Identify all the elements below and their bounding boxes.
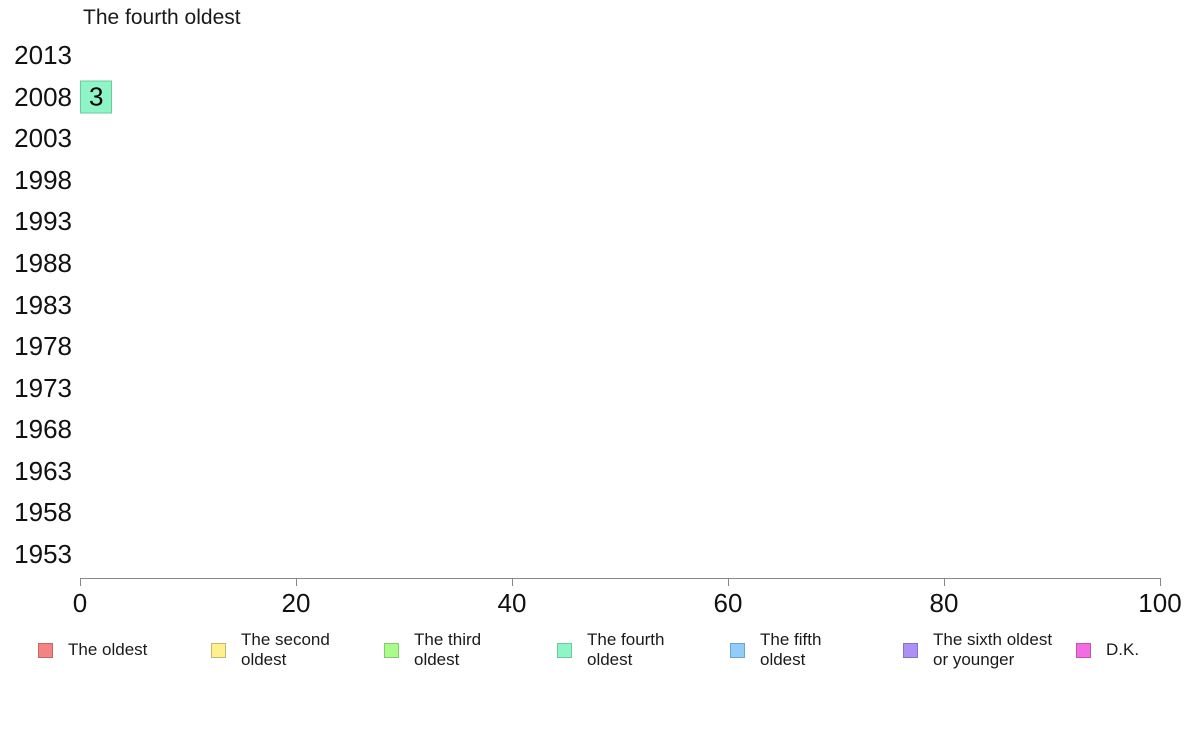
- x-axis-tick: [512, 578, 513, 586]
- bar-area: [80, 243, 1188, 285]
- chart-row: 1968: [0, 409, 1188, 451]
- legend-label: The fifth oldest: [760, 630, 822, 669]
- bar-area: [80, 492, 1188, 534]
- bar-area: [80, 409, 1188, 451]
- chart-row: 1988: [0, 243, 1188, 285]
- y-axis-label: 2008: [14, 81, 72, 112]
- bar-area: 3: [80, 77, 1188, 119]
- chart-row: 2003: [0, 118, 1188, 160]
- legend-label: The third oldest: [414, 630, 482, 669]
- chart-row: 1958: [0, 492, 1188, 534]
- chart-row: 1953: [0, 534, 1188, 576]
- legend-label: The fourth oldest: [587, 630, 665, 669]
- y-axis-label: 1958: [14, 497, 72, 528]
- legend-swatch: [1076, 642, 1091, 658]
- legend-swatch: [384, 642, 399, 658]
- x-axis-tick-label: 20: [281, 588, 311, 618]
- chart-row: 2013: [0, 35, 1188, 77]
- bar-area: [80, 201, 1188, 243]
- bar-area: [80, 326, 1188, 368]
- bar-area: [80, 450, 1188, 492]
- legend-swatch: [211, 642, 226, 658]
- legend-item-the-second-oldest[interactable]: The second oldest: [211, 630, 330, 670]
- legend-item-the-third-oldest[interactable]: The third oldest: [384, 630, 481, 670]
- bar-area: [80, 367, 1188, 409]
- legend-item-the-fourth-oldest[interactable]: The fourth oldest: [557, 630, 665, 670]
- x-axis-tick-label: 60: [713, 588, 743, 618]
- legend-item-d-k-[interactable]: D.K.: [1076, 630, 1139, 670]
- x-axis-tick-label: 0: [72, 588, 88, 618]
- legend-item-the-oldest[interactable]: The oldest: [38, 630, 147, 670]
- x-axis-tick-label: 100: [1138, 588, 1182, 618]
- y-axis-label: 1983: [14, 289, 72, 320]
- legend: The oldest The second oldest The third old…: [0, 630, 1188, 676]
- y-axis-label: 1993: [14, 206, 72, 237]
- bar-area: [80, 534, 1188, 576]
- legend-swatch: [730, 642, 745, 658]
- x-axis-tick-label: 40: [497, 588, 527, 618]
- bar-value-label: 3: [88, 81, 104, 112]
- y-axis-label: 1978: [14, 331, 72, 362]
- y-axis-label: 2003: [14, 123, 72, 154]
- y-axis-label: 1973: [14, 372, 72, 403]
- legend-swatch: [903, 642, 918, 658]
- chart-row: 1993: [0, 201, 1188, 243]
- legend-label: The sixth oldest or younger: [933, 630, 1053, 669]
- bar-area: [80, 160, 1188, 202]
- x-axis-tick: [80, 578, 81, 586]
- y-axis-label: 1988: [14, 248, 72, 278]
- y-axis-label: 1998: [14, 164, 72, 195]
- legend-item-the-fifth-oldest[interactable]: The fifth oldest: [730, 630, 821, 670]
- y-axis-label: 1963: [14, 455, 72, 486]
- x-axis-line: [80, 578, 1161, 579]
- bar-2008[interactable]: 3: [80, 80, 113, 114]
- legend-item-the-sixth-oldest-or-younger[interactable]: The sixth oldest or younger: [903, 630, 1052, 670]
- x-axis-tick: [728, 578, 729, 586]
- legend-swatch: [557, 642, 572, 658]
- legend-label: D.K.: [1106, 640, 1140, 659]
- legend-swatch: [38, 642, 53, 658]
- y-axis-label: 1968: [14, 414, 72, 445]
- legend-label: The second oldest: [241, 630, 330, 669]
- bar-area: [80, 284, 1188, 326]
- chart-row: 1978: [0, 326, 1188, 368]
- chart-row: 1983: [0, 284, 1188, 326]
- x-axis-tick: [944, 578, 945, 586]
- chart-row: 1998: [0, 160, 1188, 202]
- y-axis-label: 2013: [14, 40, 72, 71]
- chart-row: 1973: [0, 367, 1188, 409]
- x-axis-tick-label: 80: [929, 588, 959, 618]
- chart-row: 1963: [0, 450, 1188, 492]
- y-axis-label: 1953: [14, 538, 72, 569]
- bar-area: [80, 118, 1188, 160]
- x-axis-tick: [1160, 578, 1161, 586]
- plot-area: 2013 2008 3 2003 1998 1993 1988 1983 1978 1973 196…: [0, 35, 1188, 575]
- x-axis-tick: [296, 578, 297, 586]
- chart-title: The fourth oldest: [83, 6, 241, 29]
- bar-area: [80, 35, 1188, 77]
- chart-row: 2008 3: [0, 77, 1188, 119]
- legend-label: The oldest: [68, 640, 148, 659]
